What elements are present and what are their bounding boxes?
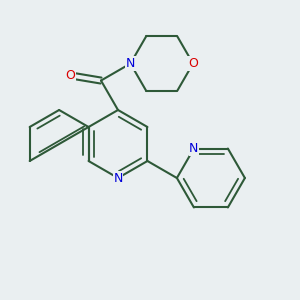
Text: N: N [126, 57, 135, 70]
Text: N: N [113, 172, 123, 184]
Text: O: O [65, 69, 75, 82]
Text: O: O [188, 57, 198, 70]
Text: N: N [189, 142, 199, 155]
